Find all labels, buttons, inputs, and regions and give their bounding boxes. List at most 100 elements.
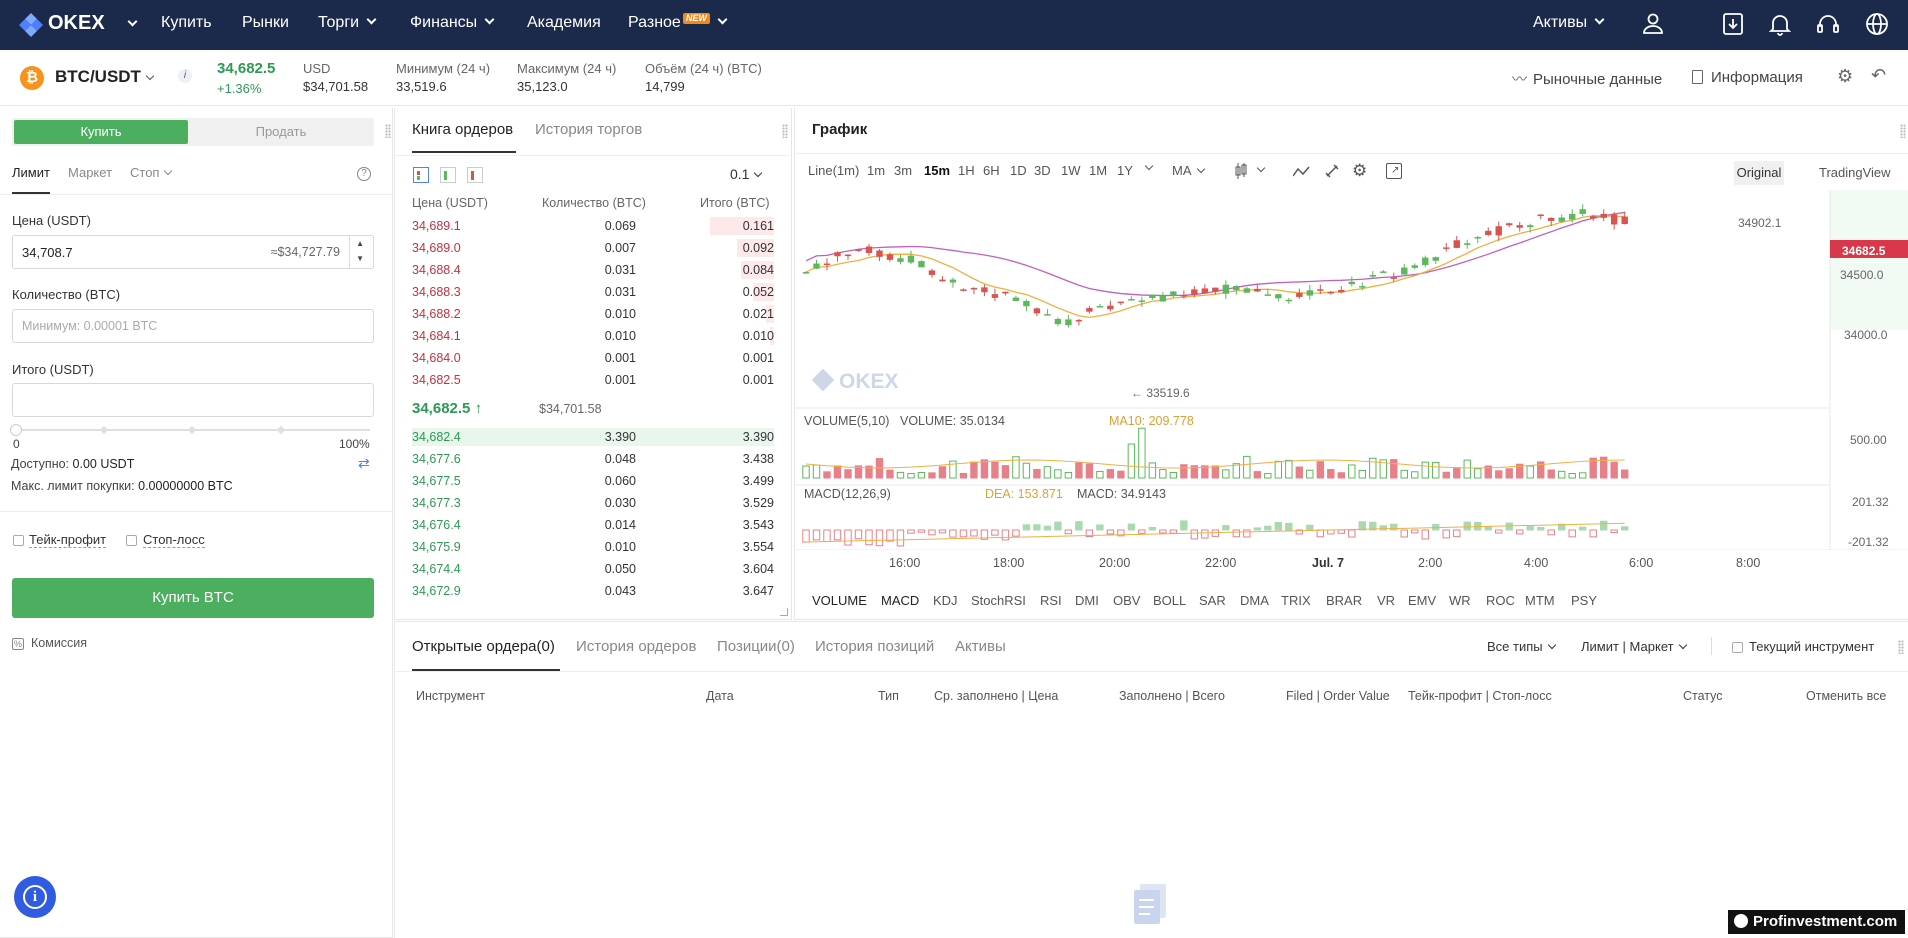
fullscreen-icon[interactable]: ↗ <box>1386 163 1402 179</box>
interval-1h[interactable]: 1H <box>958 163 975 178</box>
interval-1d[interactable]: 1D <box>1010 163 1027 178</box>
price-input[interactable]: 34,708.7 ≈$34,727.79 ▲ ▼ <box>12 235 374 269</box>
decrement-arrow-icon[interactable]: ▼ <box>356 254 364 263</box>
indicator-emv[interactable]: EMV <box>1408 593 1437 608</box>
indicator-wr[interactable]: WR <box>1449 593 1471 608</box>
ma-selector[interactable]: MA <box>1172 163 1205 178</box>
interval-line-1m[interactable]: Line(1m) <box>808 163 860 178</box>
filter-type-dropdown[interactable]: Все типы <box>1487 639 1556 654</box>
current-instrument-label[interactable]: Текущий инструмент <box>1749 639 1875 654</box>
user-icon[interactable] <box>1640 11 1666 37</box>
interval-3m[interactable]: 3m <box>894 163 913 178</box>
settings-gear-icon[interactable]: ⚙ <box>1837 66 1854 86</box>
indicator-dma[interactable]: DMA <box>1240 593 1269 608</box>
candlestick-chart[interactable] <box>794 190 1908 550</box>
orders-tab-4[interactable]: Активы <box>955 638 1006 655</box>
ask-row[interactable]: 34,689.1 0.069 0.161 <box>412 215 774 237</box>
ask-row[interactable]: 34,684.1 0.010 0.010 <box>412 325 774 347</box>
nav-item-academy[interactable]: Академия <box>527 14 601 31</box>
candle-type-dropdown[interactable] <box>1252 162 1266 177</box>
globe-icon[interactable] <box>1864 11 1890 37</box>
precision-selector[interactable]: 0.1 <box>730 166 763 182</box>
download-icon[interactable] <box>1720 11 1746 37</box>
indicator-boll[interactable]: BOLL <box>1153 593 1187 608</box>
interval-6h[interactable]: 6H <box>983 163 1000 178</box>
indicator-obv[interactable]: OBV <box>1113 593 1141 608</box>
indicator-trix[interactable]: TRIX <box>1281 593 1311 608</box>
current-instrument-checkbox[interactable] <box>1732 642 1743 653</box>
candle-type-icon[interactable] <box>1235 163 1247 179</box>
orders-tab-0[interactable]: Открытые ордера(0) <box>412 638 555 655</box>
drag-handle-icon[interactable] <box>1900 124 1906 138</box>
bid-row[interactable]: 34,677.5 0.060 3.499 <box>412 470 774 492</box>
commission-link[interactable]: Комиссия <box>31 636 88 650</box>
interval-1m[interactable]: 1m <box>867 163 886 178</box>
undo-icon[interactable]: ↶ <box>1871 65 1887 85</box>
information-link[interactable]: Информация <box>1692 68 1803 86</box>
view-tradingview-button[interactable]: TradingView <box>1819 165 1891 180</box>
indicator-macd[interactable]: MACD <box>881 593 920 608</box>
interval-3d[interactable]: 3D <box>1034 163 1051 178</box>
ask-row[interactable]: 34,682.5 0.001 0.001 <box>412 369 774 391</box>
stop-loss-label[interactable]: Стоп-лосс <box>143 532 205 548</box>
indicator-psy[interactable]: PSY <box>1571 593 1598 608</box>
bid-row[interactable]: 34,677.6 0.048 3.438 <box>412 448 774 470</box>
bid-row[interactable]: 34,675.9 0.010 3.554 <box>412 536 774 558</box>
total-input[interactable] <box>12 383 374 417</box>
bid-row[interactable]: 34,677.3 0.030 3.529 <box>412 492 774 514</box>
indicator-mtm[interactable]: MTM <box>1525 593 1555 608</box>
indicator-rsi[interactable]: RSI <box>1040 593 1062 608</box>
market-data-link[interactable]: 〰 Рыночные данные <box>1512 68 1662 89</box>
increment-arrow-icon[interactable]: ▲ <box>356 239 364 248</box>
tab-trade-history[interactable]: История торгов <box>535 121 643 138</box>
filter-kind-dropdown[interactable]: Лимит | Маркет <box>1581 639 1687 654</box>
ask-row[interactable]: 34,688.2 0.010 0.021 <box>412 303 774 325</box>
orders-tab-2[interactable]: Позиции(0) <box>717 638 795 655</box>
indicator-line-icon[interactable] <box>1292 165 1310 177</box>
order-type-limit[interactable]: Лимит <box>12 165 50 180</box>
stop-loss-checkbox[interactable] <box>126 535 137 546</box>
buy-tab[interactable]: Купить <box>14 120 188 144</box>
nav-assets[interactable]: Активы <box>1533 0 1605 50</box>
brand-name[interactable]: OKEX <box>48 12 105 34</box>
okex-logo-icon[interactable] <box>18 12 44 38</box>
ask-row[interactable]: 34,684.0 0.001 0.001 <box>412 347 774 369</box>
drag-handle-icon[interactable] <box>782 124 788 138</box>
view-original-button[interactable]: Original <box>1734 161 1784 185</box>
bell-icon[interactable] <box>1767 11 1793 37</box>
orders-tab-1[interactable]: История ордеров <box>576 638 697 655</box>
take-profit-label[interactable]: Тейк-профит <box>29 532 107 548</box>
amount-slider-handle[interactable] <box>10 424 22 436</box>
bid-row[interactable]: 34,676.4 0.014 3.543 <box>412 514 774 536</box>
nav-item-buy[interactable]: Купить <box>161 14 212 31</box>
drag-handle-icon[interactable] <box>1898 640 1904 654</box>
buy-btc-button[interactable]: Купить BTC <box>12 578 374 618</box>
indicator-kdj[interactable]: KDJ <box>933 593 958 608</box>
sell-tab[interactable]: Продать <box>255 124 307 139</box>
pair-selector[interactable]: BTC/USDT <box>55 67 155 87</box>
quantity-input[interactable]: Минимум: 0.00001 BTC <box>12 309 374 343</box>
headset-icon[interactable] <box>1815 11 1841 37</box>
ask-row[interactable]: 34,688.4 0.031 0.084 <box>412 259 774 281</box>
interval-1w[interactable]: 1W <box>1061 163 1081 178</box>
orders-tab-3[interactable]: История позиций <box>815 638 935 655</box>
nav-item-trading[interactable]: Торги <box>318 0 377 50</box>
order-type-stop[interactable]: Стоп <box>130 165 173 180</box>
indicator-volume[interactable]: VOLUME <box>812 593 867 608</box>
take-profit-checkbox[interactable] <box>13 535 24 546</box>
drawing-tool-icon[interactable] <box>1324 163 1340 179</box>
nav-item-markets[interactable]: Рынки <box>242 14 289 31</box>
brand-menu-chevron-icon[interactable] <box>120 16 138 32</box>
bid-row[interactable]: 34,672.9 0.043 3.647 <box>412 580 774 602</box>
orderbook-bids-view-icon[interactable] <box>440 167 456 183</box>
interval-15m[interactable]: 15m <box>924 163 951 178</box>
orderbook-asks-view-icon[interactable] <box>467 167 483 183</box>
nav-item-finance[interactable]: Финансы <box>410 0 495 50</box>
indicator-brar[interactable]: BRAR <box>1326 593 1363 608</box>
order-type-market[interactable]: Маркет <box>68 165 113 180</box>
info-help-button[interactable]: i <box>14 876 56 918</box>
indicator-roc[interactable]: ROC <box>1486 593 1515 608</box>
chart-settings-gear-icon[interactable]: ⚙ <box>1352 161 1368 180</box>
orders-column-header[interactable]: Отменить все <box>1806 689 1887 703</box>
tab-orderbook[interactable]: Книга ордеров <box>412 121 514 138</box>
